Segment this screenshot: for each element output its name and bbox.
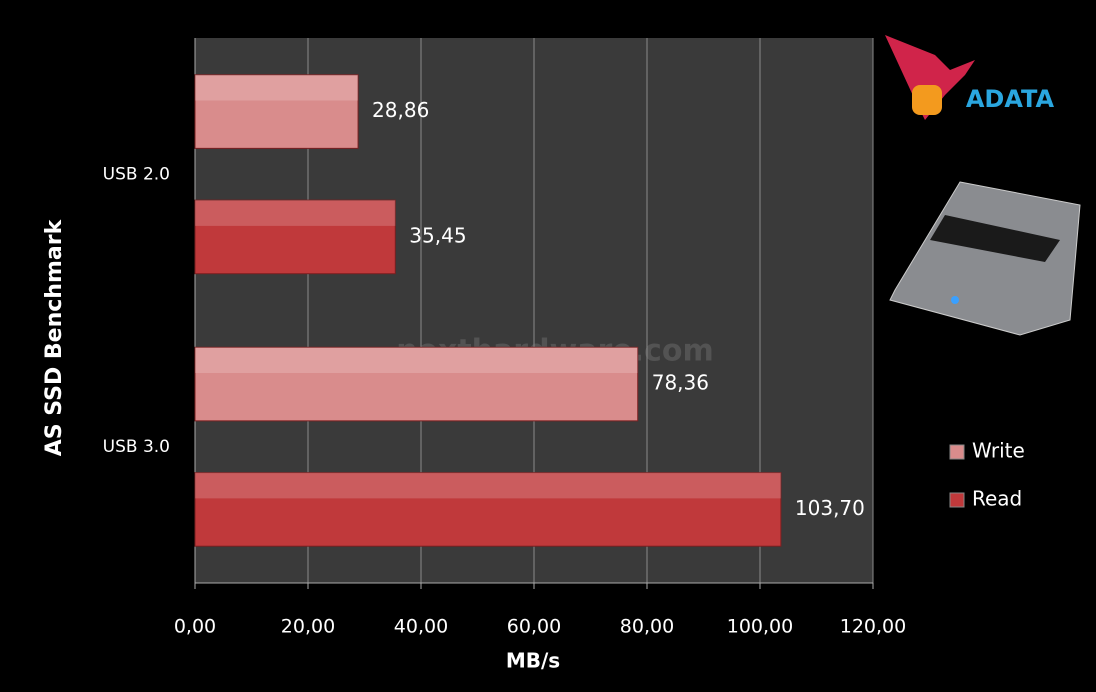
logo-bird [885, 35, 975, 120]
bar [194, 199, 396, 275]
y-tick-label: USB 2.0 [103, 164, 170, 184]
device-image [889, 181, 1081, 336]
legend-label: Read [972, 487, 1022, 511]
bar-shine [195, 472, 781, 499]
value-label: 28,86 [372, 98, 429, 122]
legend-swatch [949, 492, 965, 508]
logo-wing [912, 85, 942, 115]
bar [194, 74, 359, 149]
x-tick-label: 60,00 [507, 616, 561, 638]
bar-shine [195, 74, 359, 101]
value-label: 78,36 [652, 371, 709, 395]
value-label: 35,45 [409, 223, 466, 247]
bar [194, 472, 782, 547]
y-axis-title: AS SSD Benchmark [42, 218, 67, 456]
bar [194, 346, 639, 422]
logo-text: ADATA [966, 85, 1055, 113]
device-body [889, 181, 1081, 336]
device-led [951, 296, 959, 304]
y-tick-label: USB 3.0 [103, 437, 170, 457]
bar-shine [195, 347, 638, 374]
x-tick-label: 20,00 [281, 616, 335, 638]
device-band [930, 215, 1060, 262]
x-tick-label: 100,00 [727, 616, 793, 638]
logo: ADATA [885, 35, 1055, 120]
x-axis-title: MB/s [506, 649, 560, 673]
x-tick-label: 40,00 [394, 616, 448, 638]
x-tick-label: 0,00 [174, 616, 216, 638]
x-tick-label: 120,00 [840, 616, 906, 638]
value-label: 103,70 [795, 496, 865, 520]
legend-swatch [949, 444, 965, 460]
x-tick-label: 80,00 [620, 616, 674, 638]
bar-shine [195, 200, 396, 226]
legend-label: Write [972, 439, 1025, 463]
